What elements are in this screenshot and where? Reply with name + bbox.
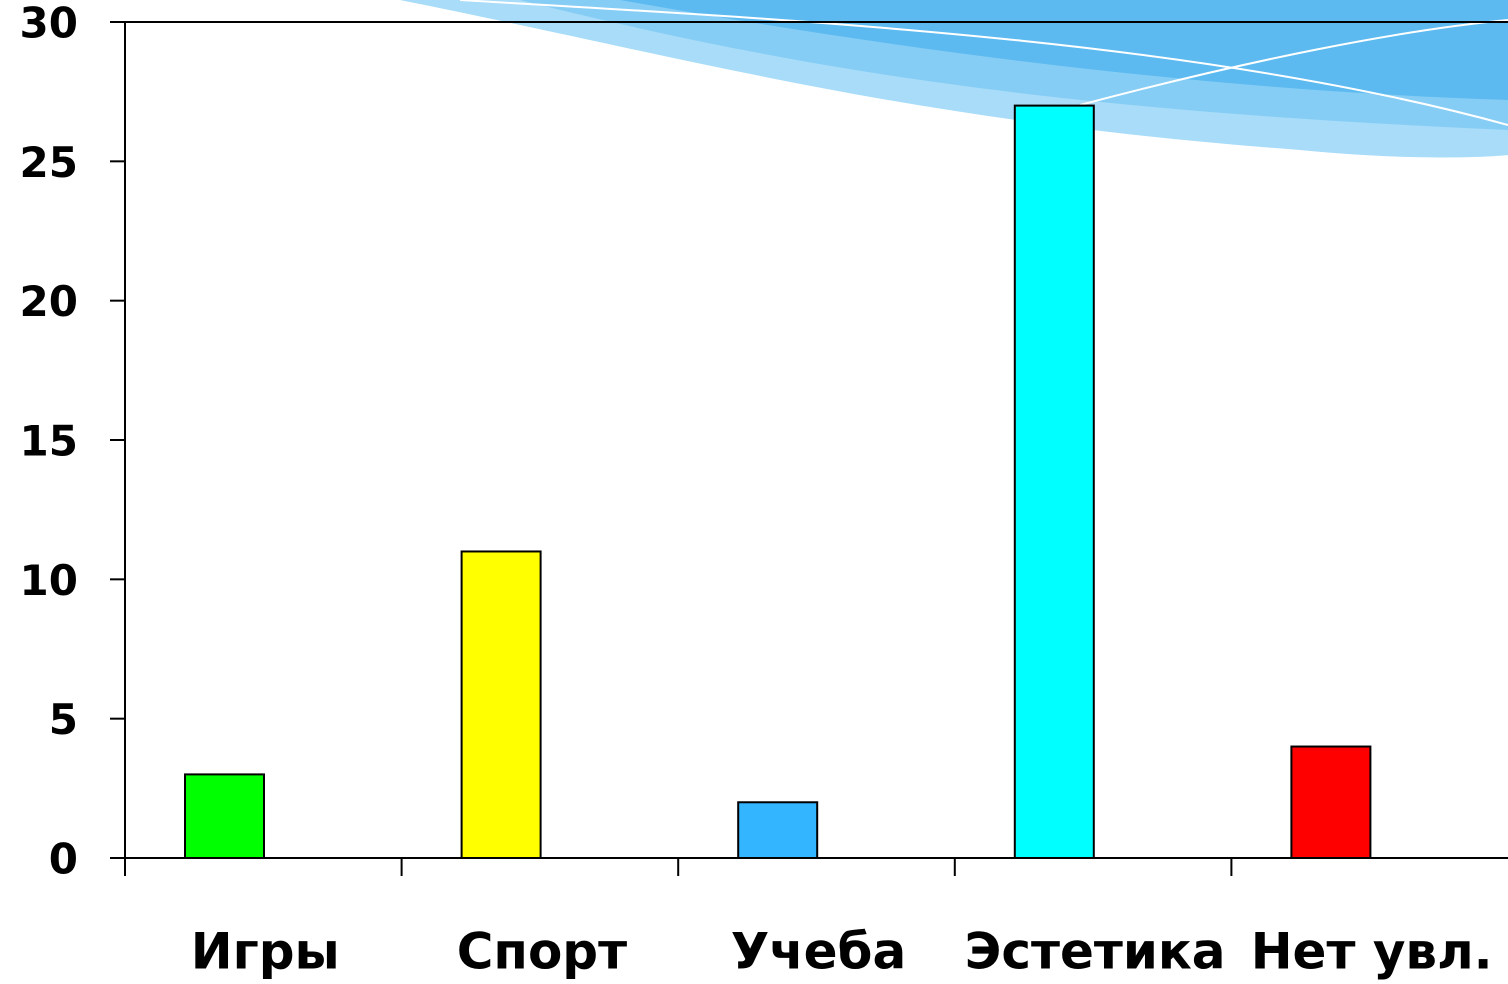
y-tick-label: 25 xyxy=(20,138,78,187)
y-tick-label: 0 xyxy=(49,835,78,884)
bar xyxy=(1013,104,1095,860)
x-tick-label: Нет увл. xyxy=(1251,923,1493,981)
y-tick-label: 5 xyxy=(49,695,78,744)
x-tick-label: Игры xyxy=(191,923,340,981)
x-tick-label: Учеба xyxy=(731,923,906,981)
y-tick-label: 10 xyxy=(20,556,78,605)
y-tick-label: 20 xyxy=(20,277,78,326)
bar xyxy=(1290,745,1372,859)
y-tick-label: 30 xyxy=(20,0,78,48)
bar xyxy=(460,550,542,859)
bar xyxy=(737,801,819,859)
x-tick-label: Спорт xyxy=(457,923,627,981)
x-tick-label: Эстетика xyxy=(965,923,1226,981)
y-tick-label: 15 xyxy=(20,417,78,466)
bar xyxy=(184,773,265,860)
decoration xyxy=(400,0,1508,158)
